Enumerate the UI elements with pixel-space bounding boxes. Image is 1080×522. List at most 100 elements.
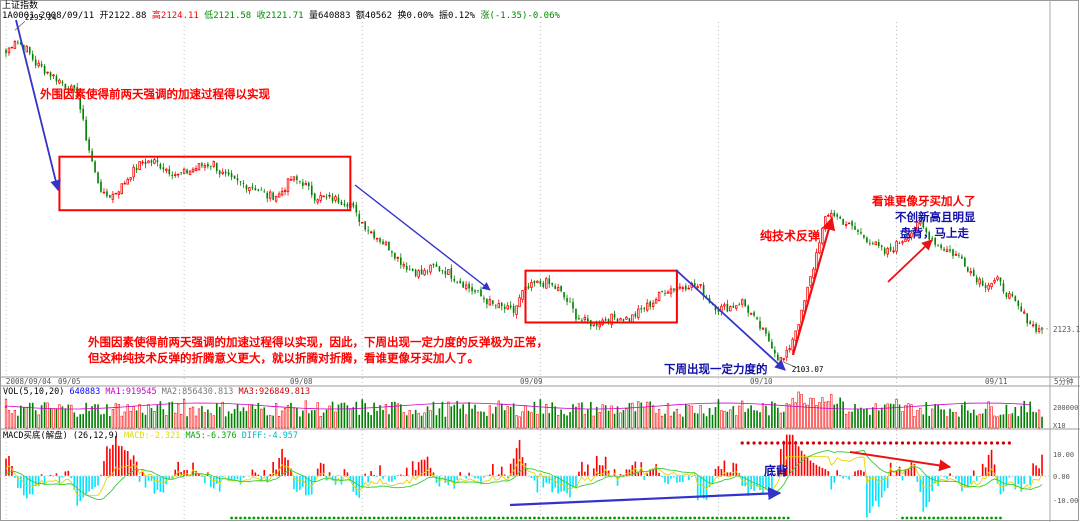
volume-bar-down	[405, 415, 408, 428]
macd-signal-dot-green	[506, 516, 510, 520]
candle-body-down	[49, 72, 52, 77]
volume-bar-down	[432, 401, 435, 428]
volume-bar-up	[827, 401, 830, 429]
volume-bar-up	[476, 411, 480, 429]
macd-signal-dot-red	[853, 441, 857, 445]
macd-signal-dot-green	[958, 516, 962, 520]
volume-bar-up	[655, 413, 658, 429]
volume-bar-down	[186, 416, 188, 428]
macd-signal-dot-green	[354, 516, 358, 520]
volume-bar-up	[203, 412, 207, 429]
volume-bar-down	[581, 402, 583, 428]
volume-bar-down	[144, 414, 147, 428]
macd-signal-dot-red	[841, 441, 845, 445]
volume-bar-down	[542, 413, 545, 428]
candle-body-down	[604, 318, 607, 321]
macd-signal-dot-red	[948, 441, 952, 445]
high-value: 高2124.11	[151, 11, 199, 21]
candle-body-down	[863, 234, 865, 238]
macd-signal-dot-green	[720, 516, 723, 520]
candle-body-down	[73, 85, 76, 89]
volume-bar-down	[898, 404, 901, 428]
volume-bar-up	[10, 413, 14, 429]
macd-signal-dot-green	[662, 516, 665, 520]
volume-bar-up	[895, 398, 898, 429]
vol-ma2: MA2:856430.813	[161, 387, 234, 397]
candle-body-down	[999, 277, 1002, 282]
macd-signal-dot-red	[930, 441, 934, 445]
volume-bar-down	[227, 411, 230, 428]
candle-body-up	[907, 237, 910, 241]
candle-body-up	[1031, 324, 1035, 327]
volume-bar-up	[954, 412, 958, 429]
volume-bar-up	[129, 410, 132, 429]
annotation-no-new-high: 不创新高且明显	[895, 210, 976, 224]
volume-bar-down	[563, 413, 565, 428]
volume-bar-up	[275, 403, 278, 429]
annotation-bottom-divergence: 底背	[764, 464, 789, 478]
candle-body-up	[375, 237, 379, 240]
macd-signal-dot-green	[301, 516, 305, 520]
volume-bar-down	[768, 415, 770, 428]
candle-body-up	[696, 286, 699, 288]
candle-body-up	[447, 269, 450, 275]
volume-ma1-line	[5, 402, 1031, 410]
candle-body-up	[289, 179, 293, 181]
volume-bar-down	[307, 413, 310, 428]
volume-bar-down	[1032, 411, 1034, 428]
volume-bar-down	[17, 415, 19, 428]
candle-body-up	[919, 220, 922, 225]
macd-signal-dot-green	[918, 516, 922, 520]
volume-bar-down	[589, 401, 592, 428]
candle-body-up	[153, 159, 156, 164]
candle-body-down	[411, 269, 414, 271]
macd-signal-dot-green	[626, 516, 630, 520]
macd-signal-dot-red	[871, 441, 875, 445]
macd-signal-dot-green	[671, 516, 674, 520]
candle-body-up	[990, 282, 993, 288]
candle-body-down	[159, 164, 162, 169]
macd-scale-label: 0.00	[1053, 473, 1070, 481]
candle-body-down	[135, 167, 138, 171]
volume-bar-up	[518, 416, 521, 429]
candle-body-up	[497, 303, 500, 309]
macd-signal-dot-green	[568, 516, 572, 520]
volume-bar-up	[619, 412, 622, 429]
candle-body-up	[666, 291, 670, 294]
volume-bar-down	[958, 416, 960, 428]
volume-bar-down	[940, 409, 942, 428]
volume-bar-up	[521, 411, 524, 429]
candle-body-down	[765, 328, 767, 334]
candle-body-up	[384, 241, 388, 246]
candle-body-down	[257, 189, 260, 191]
candle-body-down	[613, 313, 616, 318]
volume-bar-down	[1026, 412, 1029, 428]
volume-bar-down	[414, 409, 417, 428]
volume-bar-up	[687, 405, 690, 429]
candle-body-down	[551, 282, 554, 285]
candle-body-up	[874, 241, 878, 246]
candle-body-up	[274, 195, 278, 202]
candle-body-down	[883, 248, 886, 254]
volume-bar-up	[260, 408, 263, 429]
volume-bar-up	[821, 397, 824, 429]
volume-bar-down	[471, 408, 473, 428]
volume-bar-up	[806, 404, 809, 429]
candle-body-down	[566, 298, 568, 302]
volume-bar-up	[408, 410, 411, 429]
volume-bar-up	[126, 404, 129, 429]
volume-bar-down	[379, 405, 381, 428]
volume-bar-up	[678, 414, 681, 429]
volume-bar-up	[699, 405, 702, 429]
macd-signal-dot-green	[377, 516, 380, 520]
amplitude-value: 振0.12%	[438, 11, 476, 21]
candle-body-down	[756, 317, 758, 320]
volume-bar-down	[964, 401, 966, 428]
volume-bar-up	[675, 408, 679, 429]
candle-body-down	[984, 285, 987, 289]
macd-scale-label: 10.00	[1053, 451, 1074, 459]
candle-body-down	[230, 173, 233, 178]
candle-body-down	[55, 76, 58, 82]
volume-bar-down	[310, 410, 313, 428]
